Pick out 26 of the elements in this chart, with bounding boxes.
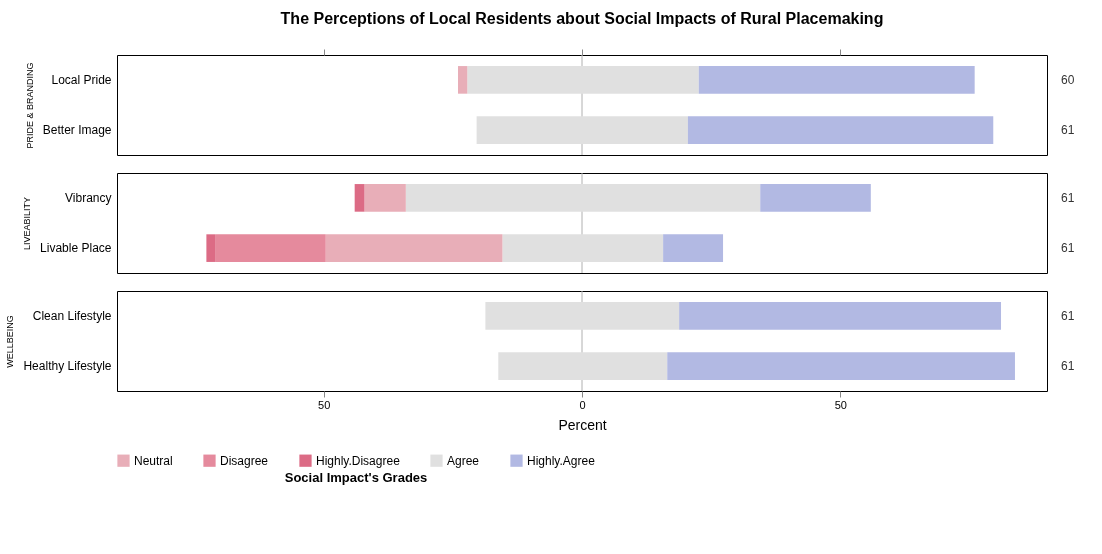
y-tick-label: Better Image (42, 123, 112, 138)
x-axis-title: Percent (558, 416, 607, 433)
y2-tick-label: 61 (1061, 241, 1075, 256)
x-tick-label: 50 (834, 398, 847, 411)
y-axis-title: WELLBEING (5, 315, 16, 368)
y2-tick-label: 61 (1061, 359, 1075, 374)
y-axis-title: LIVEABILITY (22, 196, 33, 251)
y-tick-label: Clean Lifestyle (32, 308, 112, 323)
legend-label: Disagree (220, 453, 269, 468)
y-axis-title: PRIDE & BRANDING (24, 62, 35, 149)
y-tick-label: Healthy Lifestyle (23, 359, 112, 374)
x-tick-label: 0 (579, 398, 586, 411)
legend-label: Neutral (134, 453, 173, 468)
y2-tick-label: 60 (1061, 72, 1075, 87)
legend-title: Social Impact's Grades (284, 470, 428, 485)
chart-title: The Perceptions of Local Residents about Social Impacts of Rural Placemaking (280, 9, 884, 27)
y-tick-label: Vibrancy (65, 190, 112, 205)
y-tick-label: Local Pride (51, 72, 112, 87)
legend-label: Agree (447, 453, 480, 468)
y2-tick-label: 61 (1061, 123, 1075, 138)
y2-tick-label: 61 (1061, 308, 1075, 323)
y-tick-label: Livable Place (40, 241, 112, 256)
y2-tick-label: 61 (1061, 190, 1075, 205)
legend-label: Highly.Disagree (316, 453, 401, 468)
legend-label: Highly.Agree (527, 453, 596, 468)
x-tick-label: 50 (318, 398, 331, 411)
